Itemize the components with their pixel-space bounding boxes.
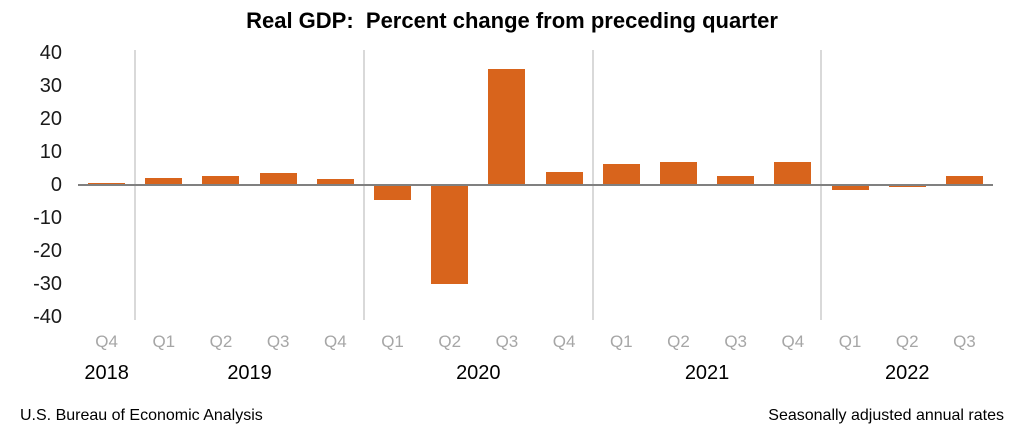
chart-title: Real GDP: Percent change from preceding … <box>246 8 778 33</box>
chart-bar <box>945 176 983 185</box>
y-tick-label: -20 <box>33 240 62 262</box>
quarter-tick-label: Q4 <box>552 332 576 351</box>
quarter-tick-label: Q4 <box>781 332 805 351</box>
chart-bar <box>831 185 869 191</box>
chart-bar <box>88 182 126 185</box>
year-label: 2022 <box>884 362 930 384</box>
year-label: 2020 <box>456 362 501 384</box>
chart-bar <box>145 177 183 185</box>
y-tick-label: 10 <box>39 141 62 163</box>
year-label: 2018 <box>84 362 129 384</box>
quarter-tick-label: Q1 <box>152 332 176 351</box>
chart-bar <box>202 176 240 185</box>
year-label: 2021 <box>684 362 730 384</box>
y-tick-label: -10 <box>33 207 62 229</box>
quarter-tick-label: Q4 <box>95 332 118 351</box>
footer-note: Seasonally adjusted annual rates <box>768 407 1004 424</box>
quarter-tick-label: Q1 <box>838 332 862 351</box>
quarter-tick-label: Q3 <box>953 332 976 351</box>
quarter-tick-label: Q3 <box>724 332 747 351</box>
y-tick-label: 20 <box>39 108 62 130</box>
chart-bar <box>488 68 526 185</box>
quarter-tick-label: Q1 <box>609 332 633 351</box>
y-tick-label: 0 <box>50 174 62 196</box>
y-tick-label: -40 <box>33 306 62 328</box>
zero-axis-line <box>78 184 993 186</box>
footer-source: U.S. Bureau of Economic Analysis <box>20 407 263 424</box>
chart-bar <box>717 176 755 185</box>
quarter-tick-label: Q2 <box>209 332 233 351</box>
chart-bar <box>602 164 640 185</box>
chart-bar <box>374 185 412 201</box>
quarter-tick-label: Q3 <box>266 332 290 351</box>
quarter-tick-label: Q2 <box>438 332 462 351</box>
chart-bar <box>545 172 583 185</box>
y-tick-label: -30 <box>33 273 62 295</box>
chart-bar <box>316 179 354 185</box>
chart-bar <box>431 185 469 284</box>
plot-area <box>78 50 993 320</box>
year-label: 2019 <box>227 362 272 384</box>
y-tick-label: 40 <box>39 42 62 64</box>
chart-bar <box>259 173 297 185</box>
quarter-tick-label: Q3 <box>495 332 519 351</box>
chart-bar <box>774 161 812 185</box>
quarter-tick-label: Q2 <box>895 332 919 351</box>
quarter-tick-label: Q4 <box>324 332 347 351</box>
quarter-tick-label: Q1 <box>381 332 404 351</box>
y-tick-label: 30 <box>39 75 62 97</box>
quarter-tick-label: Q2 <box>667 332 690 351</box>
chart-bar <box>659 161 697 185</box>
